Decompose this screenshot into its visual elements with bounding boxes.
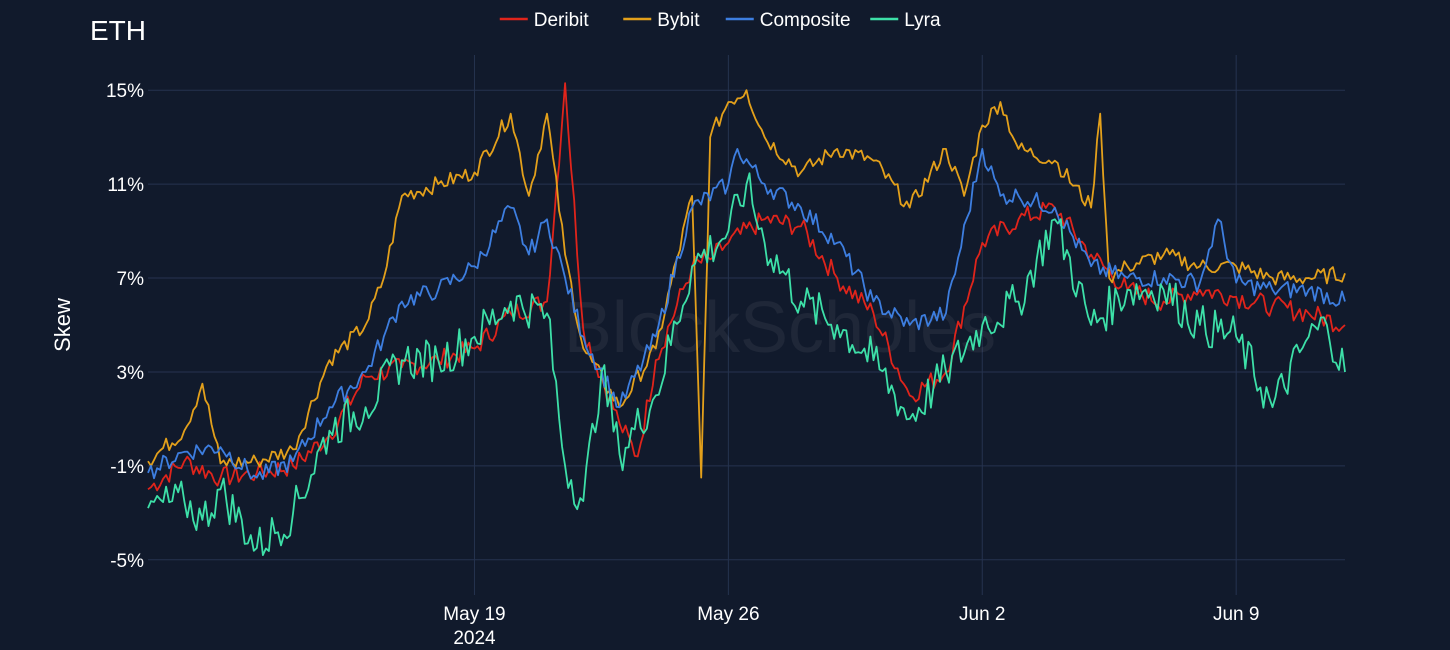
series-line-composite <box>147 148 1346 480</box>
legend: Deribit Bybit Composite Lyra <box>499 10 941 31</box>
x-axis-year-label: 2024 <box>453 628 496 649</box>
y-tick-label: -5% <box>110 551 144 572</box>
legend-label-composite: Composite <box>760 10 851 31</box>
series-line-deribit <box>147 82 1346 492</box>
y-tick-label: -1% <box>110 457 144 478</box>
watermark-text: BlockScholes <box>564 288 996 368</box>
x-tick-label: Jun 2 <box>959 604 1005 625</box>
chart-title: ETH <box>90 15 146 46</box>
x-tick-labels: May 19 May 26 Jun 2 Jun 9 <box>443 604 1259 625</box>
y-tick-label: 11% <box>107 175 144 196</box>
y-tick-label: 7% <box>117 269 145 290</box>
x-tick-label: May 19 <box>443 604 505 625</box>
y-tick-label: 15% <box>106 81 144 102</box>
y-axis-title: Skew <box>50 298 75 352</box>
x-tick-label: Jun 9 <box>1213 604 1259 625</box>
series-line-lyra <box>147 172 1346 556</box>
legend-label-bybit: Bybit <box>657 10 700 31</box>
legend-label-deribit: Deribit <box>534 10 590 31</box>
y-tick-labels: -5% -1% 3% 7% 11% 15% <box>106 81 144 572</box>
y-tick-label: 3% <box>117 363 145 384</box>
series-layer <box>147 82 1346 556</box>
series-line-bybit <box>147 89 1346 479</box>
legend-label-lyra: Lyra <box>904 10 941 31</box>
x-tick-label: May 26 <box>697 604 759 625</box>
